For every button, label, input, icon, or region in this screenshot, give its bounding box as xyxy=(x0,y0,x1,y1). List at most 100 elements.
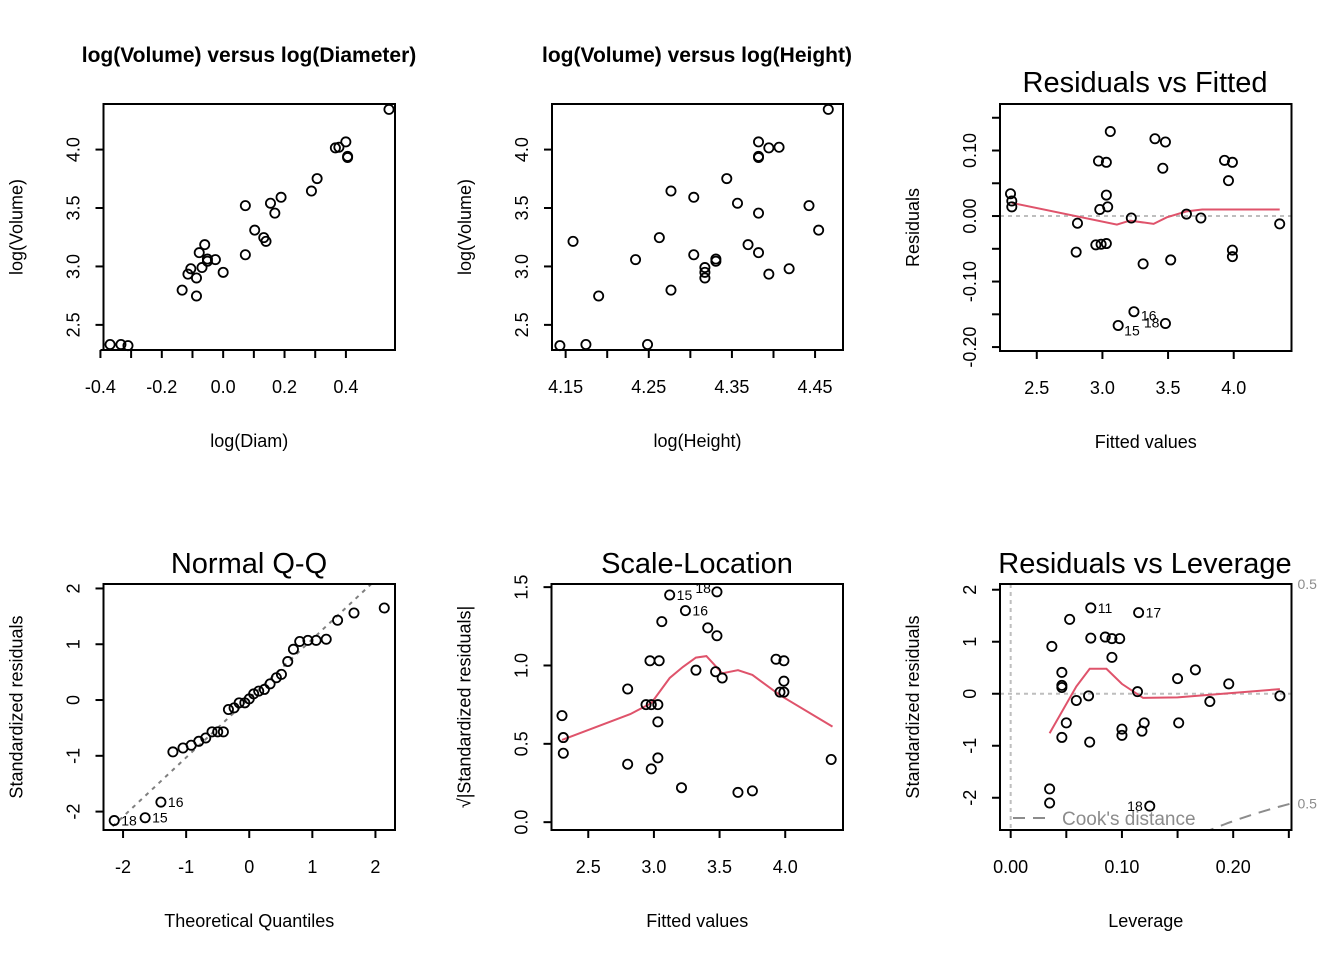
y-tick-label: 0.00 xyxy=(960,199,980,234)
data-point xyxy=(622,683,634,695)
data-point xyxy=(1046,640,1058,652)
x-tick-label: 4.25 xyxy=(631,377,666,397)
data-point xyxy=(753,152,765,164)
data-point xyxy=(342,152,354,164)
data-point xyxy=(1172,673,1184,685)
plot-frame xyxy=(551,103,844,351)
data-point xyxy=(209,254,221,266)
plot-area xyxy=(561,655,834,741)
data-point xyxy=(711,586,723,598)
data-point xyxy=(320,633,332,645)
data-point xyxy=(783,263,795,275)
x-tick-label: -1 xyxy=(178,857,194,877)
data-point xyxy=(770,653,782,665)
data-point xyxy=(742,239,754,251)
x-tick-label: 4.0 xyxy=(1221,378,1246,398)
data-point xyxy=(813,224,825,236)
x-tick-label: 1 xyxy=(307,857,317,877)
data-point xyxy=(645,699,657,711)
data-point xyxy=(1070,246,1082,258)
point-label: 18 xyxy=(1127,798,1143,814)
data-point xyxy=(656,616,668,628)
y-tick-label: 2.5 xyxy=(64,312,84,337)
y-tick-label: 0.5 xyxy=(512,731,532,756)
data-point xyxy=(642,338,654,350)
y-tick-label: 3.5 xyxy=(512,195,532,220)
data-point xyxy=(1274,218,1286,230)
data-point xyxy=(1085,632,1097,644)
point-label: 16 xyxy=(1141,308,1157,324)
x-tick-label: 0.20 xyxy=(1216,857,1251,877)
chart-title: log(Volume) versus log(Diameter) xyxy=(82,44,417,67)
data-point xyxy=(185,263,197,275)
data-point xyxy=(155,796,167,808)
data-point xyxy=(1044,797,1056,809)
y-axis-label: Residuals xyxy=(903,188,923,267)
plot-frame xyxy=(999,583,1293,831)
data-point xyxy=(1116,723,1128,735)
data-point xyxy=(193,247,205,259)
panel-scale-location: Scale-Location 15 18 16 2.5 3.0 3.5 4.0 Fitted v… xyxy=(455,548,844,931)
data-point xyxy=(287,643,299,655)
data-point xyxy=(1159,136,1171,148)
x-axis-label: Leverage xyxy=(1108,911,1183,931)
data-point xyxy=(1006,195,1018,207)
point-label: 15 xyxy=(677,587,693,603)
data-point xyxy=(217,266,229,278)
data-point xyxy=(556,710,568,722)
y-tick-label: 1.5 xyxy=(512,575,532,600)
data-point xyxy=(711,630,723,642)
data-point xyxy=(1274,690,1286,702)
data-point xyxy=(264,678,276,690)
loess-smoother-line xyxy=(1011,201,1280,226)
data-point xyxy=(746,785,758,797)
data-point xyxy=(196,262,208,274)
plot-area xyxy=(1000,201,1292,226)
data-point xyxy=(580,338,592,350)
x-axis-label: Fitted values xyxy=(1095,432,1197,452)
data-point xyxy=(699,262,711,274)
chart-title: Normal Q-Q xyxy=(171,548,327,580)
data-point xyxy=(275,191,287,203)
point-label: 15 xyxy=(152,810,168,826)
data-point xyxy=(1056,666,1068,678)
point-label: 16 xyxy=(692,603,708,619)
data-point xyxy=(699,266,711,278)
data-point xyxy=(557,732,569,744)
data-point xyxy=(1189,664,1201,676)
y-tick-label: -0.20 xyxy=(960,327,980,368)
x-tick-label: -2 xyxy=(115,857,131,877)
y-tick-label: 2 xyxy=(960,585,980,595)
data-point xyxy=(104,338,116,350)
data-point xyxy=(731,197,743,209)
chart-title: Residuals vs Fitted xyxy=(1023,67,1268,99)
data-point xyxy=(690,664,702,676)
data-point xyxy=(249,224,261,236)
chart-title: Residuals vs Leverage xyxy=(998,548,1291,580)
data-point xyxy=(1100,189,1112,201)
x-tick-label: 4.15 xyxy=(548,377,583,397)
data-point xyxy=(645,763,657,775)
y-axis-label: log(Volume) xyxy=(455,179,475,275)
data-point xyxy=(753,136,765,148)
y-tick-label: 2.5 xyxy=(512,312,532,337)
data-point xyxy=(282,656,294,668)
data-point xyxy=(688,191,700,203)
y-tick-label: 1 xyxy=(64,639,84,649)
data-point xyxy=(1092,155,1104,167)
data-point xyxy=(1084,736,1096,748)
point-label: 18 xyxy=(695,580,711,596)
point-label: 11 xyxy=(1098,600,1113,616)
data-point xyxy=(190,272,202,284)
data-point xyxy=(653,655,665,667)
data-point xyxy=(1114,633,1126,645)
data-point xyxy=(206,726,218,738)
data-point xyxy=(732,786,744,798)
data-point xyxy=(1100,156,1112,168)
x-tick-label: 0.0 xyxy=(211,377,236,397)
y-tick-label: 3.0 xyxy=(512,254,532,279)
data-point xyxy=(763,142,775,154)
data-point xyxy=(1226,156,1238,168)
data-point xyxy=(108,815,120,827)
